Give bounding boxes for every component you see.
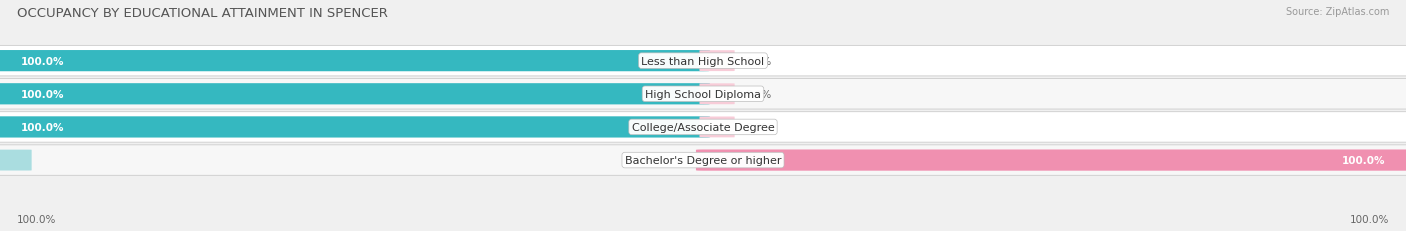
FancyBboxPatch shape — [0, 145, 1406, 176]
Text: High School Diploma: High School Diploma — [645, 89, 761, 99]
Text: 100.0%: 100.0% — [17, 214, 56, 224]
Text: 0.0%: 0.0% — [745, 56, 772, 66]
FancyBboxPatch shape — [696, 150, 1406, 171]
Text: Less than High School: Less than High School — [641, 56, 765, 66]
Text: 0.0%: 0.0% — [634, 155, 661, 165]
FancyBboxPatch shape — [0, 51, 710, 72]
Text: 100.0%: 100.0% — [21, 56, 65, 66]
FancyBboxPatch shape — [700, 51, 734, 72]
FancyBboxPatch shape — [0, 79, 1406, 109]
FancyBboxPatch shape — [0, 46, 1406, 76]
Text: Bachelor's Degree or higher: Bachelor's Degree or higher — [624, 155, 782, 165]
Text: 100.0%: 100.0% — [21, 122, 65, 132]
FancyBboxPatch shape — [700, 117, 734, 138]
FancyBboxPatch shape — [0, 112, 1406, 143]
Text: 0.0%: 0.0% — [745, 89, 772, 99]
Text: 100.0%: 100.0% — [1350, 214, 1389, 224]
FancyBboxPatch shape — [700, 84, 734, 105]
FancyBboxPatch shape — [0, 84, 710, 105]
Text: Source: ZipAtlas.com: Source: ZipAtlas.com — [1285, 7, 1389, 17]
FancyBboxPatch shape — [0, 150, 32, 171]
Text: 100.0%: 100.0% — [1341, 155, 1385, 165]
Text: College/Associate Degree: College/Associate Degree — [631, 122, 775, 132]
FancyBboxPatch shape — [0, 117, 710, 138]
Text: 0.0%: 0.0% — [745, 122, 772, 132]
Text: OCCUPANCY BY EDUCATIONAL ATTAINMENT IN SPENCER: OCCUPANCY BY EDUCATIONAL ATTAINMENT IN S… — [17, 7, 388, 20]
Text: 100.0%: 100.0% — [21, 89, 65, 99]
